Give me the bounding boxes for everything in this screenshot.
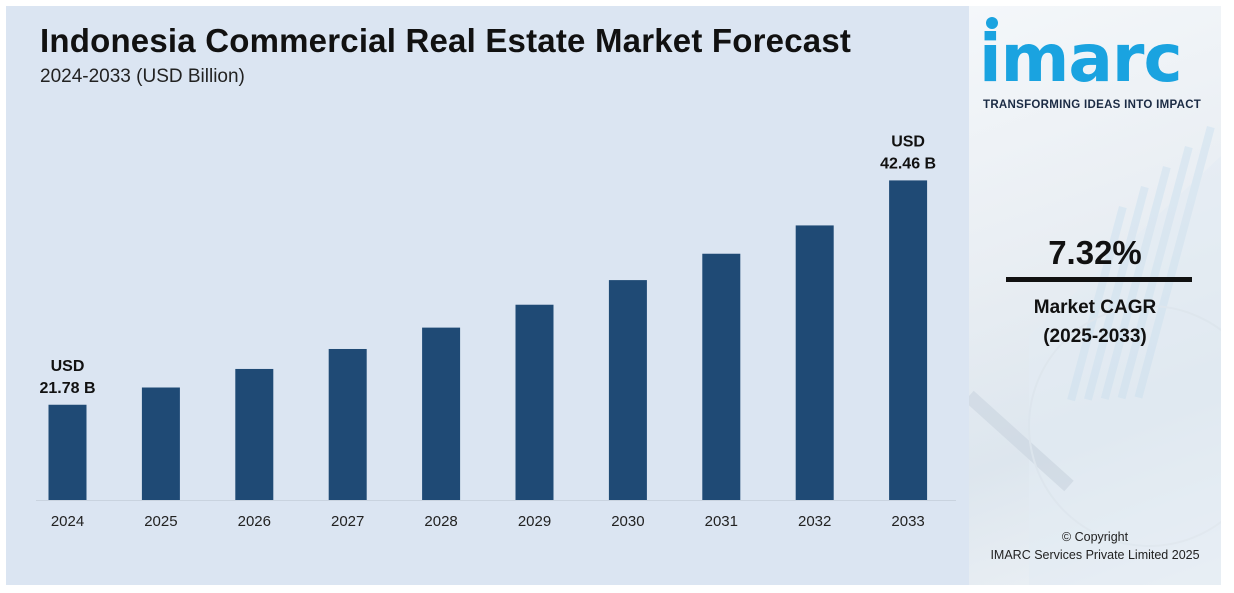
bar-2030: [608, 280, 647, 500]
x-tick-label-2027: 2027: [331, 513, 364, 530]
cagr-value: 7.32%: [1048, 234, 1142, 271]
bar-chart: 2024 2025 2026 2027 2028 2029 2030 2031 2032 2033…: [36, 133, 956, 530]
x-tick-label-2033: 2033: [891, 513, 924, 530]
bar-2031: [702, 253, 741, 500]
cagr-divider: [1006, 277, 1192, 282]
side-panel: imarc TRANSFORMING IDEAS INTO IMPACT 7.3…: [969, 6, 1221, 585]
x-tick-label-2024: 2024: [51, 513, 84, 530]
x-tick-label-2031: 2031: [705, 513, 738, 530]
bar-2033: [889, 180, 928, 501]
background-decoration: [969, 126, 1221, 585]
bar-2028: [422, 327, 461, 500]
bar-2027: [328, 348, 367, 500]
bar-2032: [795, 225, 834, 500]
bar-2024: [48, 404, 87, 500]
logo-dot: [986, 17, 998, 29]
logo-tagline: TRANSFORMING IDEAS INTO IMPACT: [983, 99, 1202, 111]
data-label-value: 21.78 B: [39, 380, 95, 397]
bar-2029: [515, 304, 554, 500]
data-label-value: 42.46 B: [880, 155, 936, 172]
copyright-company: IMARC Services Private Limited 2025: [990, 548, 1200, 562]
cagr-label: Market CAGR: [1033, 297, 1157, 318]
imarc-logo: imarc: [979, 20, 1183, 97]
chart-panel: 2024 2025 2026 2027 2028 2029 2030 2031 2032 2033…: [6, 6, 969, 585]
x-tick-label-2026: 2026: [238, 513, 271, 530]
chart-subtitle: 2024-2033 (USD Billion): [40, 66, 245, 87]
x-tick-label-2029: 2029: [518, 513, 551, 530]
data-label-unit: USD: [891, 133, 925, 150]
cagr-period: (2025-2033): [1043, 326, 1147, 347]
x-tick-label-2025: 2025: [144, 513, 177, 530]
copyright-notice: © Copyright: [1061, 530, 1129, 544]
bar-2025: [141, 387, 180, 500]
x-tick-label-2030: 2030: [611, 513, 644, 530]
data-label-unit: USD: [51, 358, 85, 375]
x-tick-label-2032: 2032: [798, 513, 831, 530]
chart-title: Indonesia Commercial Real Estate Market …: [40, 22, 852, 59]
x-tick-label-2028: 2028: [424, 513, 457, 530]
bar-2026: [235, 368, 274, 500]
